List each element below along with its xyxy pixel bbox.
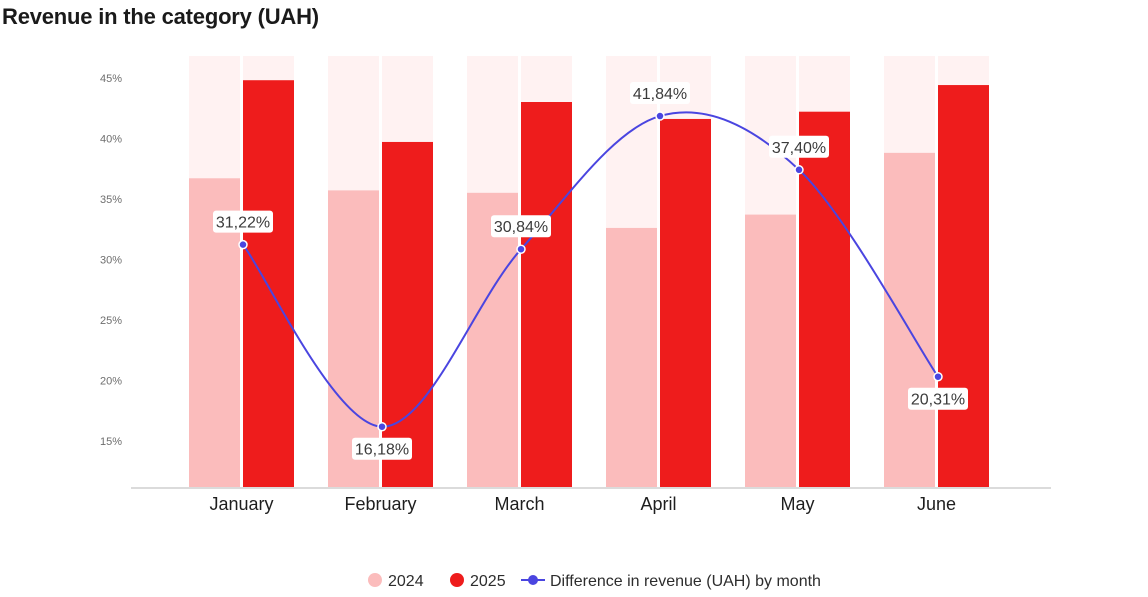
data-label-box: [630, 82, 690, 105]
legend-item-2025: 2025: [450, 573, 506, 590]
bar-april-2025: [660, 118, 711, 488]
legend-swatch: [368, 573, 382, 587]
difference-point-june: [933, 371, 943, 382]
difference-point-april: [655, 111, 665, 121]
legend-label: 2025: [470, 573, 506, 590]
data-label-text: 31,22%: [216, 215, 270, 232]
y-tick-label: 25%: [100, 315, 122, 327]
bar-may-2024: [745, 214, 796, 487]
bar-february-2025: [382, 141, 433, 487]
data-label-text: 41,84%: [633, 86, 687, 103]
axes: January February March April May June 15% 20% 25…: [100, 73, 1051, 514]
data-label-february: 16,18%: [352, 437, 412, 460]
bar-series: [189, 80, 989, 488]
difference-point-february: [377, 421, 387, 432]
legend-point-swatch: [528, 575, 538, 585]
data-label-march: 30,84%: [491, 215, 551, 238]
data-label-box: [352, 437, 412, 460]
x-tick-label-june: June: [917, 494, 956, 514]
data-label-box: [769, 135, 829, 158]
legend: 2024 2025 Difference in revenue (UAH) by m…: [368, 573, 821, 590]
bar-june-2025: [938, 85, 989, 487]
legend-label: 2024: [388, 573, 424, 590]
difference-line-path: [242, 111, 939, 428]
legend-label: Difference in revenue (UAH) by month: [550, 573, 821, 590]
legend-swatch: [450, 573, 464, 587]
bar-may-2025: [799, 111, 850, 487]
legend-item-2024: 2024: [368, 573, 424, 590]
data-label-box: [908, 387, 968, 410]
y-tick-label: 20%: [100, 375, 122, 387]
bar-march-2024: [467, 192, 518, 487]
y-tick-label: 30%: [100, 254, 122, 266]
data-labels: 31,22% 16,18% 30,84% 41,84% 37,40% 20,31%: [213, 82, 968, 460]
x-tick-label-january: January: [209, 494, 273, 514]
bar-march-2025: [521, 102, 572, 487]
bar-june-2024: [884, 152, 935, 487]
difference-point-may: [794, 165, 804, 175]
difference-point-january: [238, 239, 248, 250]
y-tick-label: 40%: [100, 133, 122, 145]
data-label-january: 31,22%: [213, 210, 273, 233]
data-label-june: 20,31%: [908, 387, 968, 410]
x-tick-label-march: March: [494, 494, 544, 514]
data-label-box: [491, 215, 551, 238]
difference-line: [238, 111, 943, 432]
difference-point-march: [516, 244, 526, 254]
bar-february-2024: [328, 190, 379, 487]
x-tick-label-may: May: [780, 494, 814, 514]
data-label-may: 37,40%: [769, 135, 829, 158]
y-tick-label: 35%: [100, 194, 122, 206]
y-tick-label: 15%: [100, 436, 122, 448]
data-label-text: 20,31%: [911, 392, 965, 409]
x-tick-label-april: April: [640, 494, 676, 514]
legend-item-difference: Difference in revenue (UAH) by month: [521, 573, 821, 590]
data-label-text: 37,40%: [772, 140, 826, 157]
x-tick-label-february: February: [344, 494, 416, 514]
chart-title: Revenue in the category (UAH): [2, 4, 319, 29]
bar-january-2025: [243, 80, 294, 487]
background-bars: [189, 56, 989, 487]
bar-april-2024: [606, 227, 657, 488]
data-label-april: 41,84%: [630, 82, 690, 105]
y-tick-label: 45%: [100, 73, 122, 85]
data-label-box: [213, 210, 273, 233]
data-label-text: 16,18%: [355, 442, 409, 459]
data-label-text: 30,84%: [494, 219, 548, 236]
